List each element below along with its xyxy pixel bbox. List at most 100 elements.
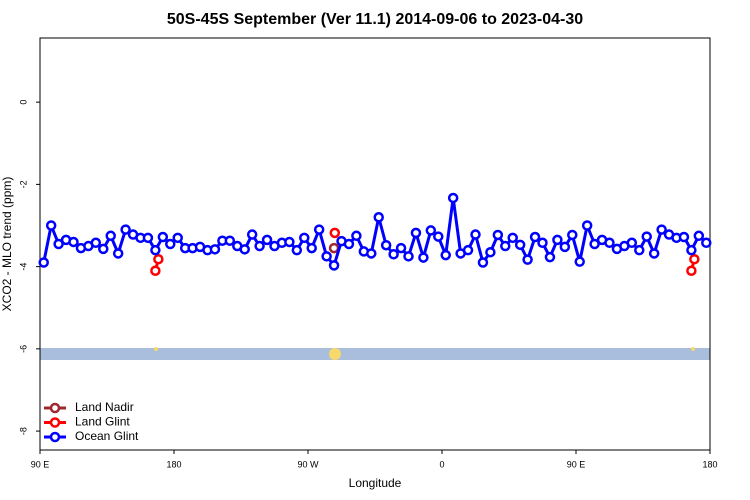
point [604, 237, 615, 249]
point [559, 241, 571, 253]
point [90, 237, 102, 249]
point [313, 224, 325, 235]
point [395, 242, 407, 254]
legend-marker [49, 417, 61, 428]
point [425, 225, 437, 236]
y-axis-label: XCO2 - MLO trend (ppm) [0, 177, 14, 312]
point [403, 251, 414, 262]
point [514, 239, 526, 251]
x-tick-label: 90 E [31, 459, 50, 469]
land-spot [691, 347, 695, 351]
point [142, 232, 154, 244]
point [284, 236, 295, 248]
y-tick-label: 0 [18, 100, 28, 105]
point [537, 237, 548, 249]
y-tick-label: -8 [18, 427, 28, 435]
point [351, 230, 362, 242]
point [641, 231, 652, 242]
point [239, 244, 250, 255]
x-tick-label: 90 E [567, 459, 586, 469]
point [380, 239, 392, 251]
legend-marker [49, 402, 61, 414]
point [581, 220, 593, 231]
point [656, 224, 667, 235]
point [157, 231, 169, 243]
point [68, 236, 79, 248]
point [329, 227, 341, 239]
point [321, 251, 332, 262]
y-tick-label: -4 [18, 263, 28, 271]
x-tick-label: 0 [439, 459, 444, 469]
land-spot [154, 347, 158, 351]
x-tick-label: 90 W [297, 459, 319, 469]
point [45, 220, 57, 231]
point [306, 242, 317, 254]
point [254, 240, 265, 252]
point [150, 244, 161, 256]
land-spot [329, 348, 341, 360]
point [410, 227, 422, 239]
point [150, 265, 161, 276]
map-strip [40, 348, 710, 360]
point [153, 253, 164, 265]
point [701, 237, 712, 249]
point [246, 229, 258, 240]
point [53, 238, 64, 250]
chart-title: 50S-45S September (Ver 11.1) 2014-09-06 … [167, 11, 583, 28]
point [686, 244, 697, 256]
point [693, 230, 705, 242]
point [626, 237, 638, 249]
point [574, 256, 585, 267]
point [477, 257, 489, 268]
point [388, 249, 399, 260]
point [470, 229, 481, 240]
point [440, 249, 451, 261]
point [366, 248, 377, 259]
point [589, 238, 600, 250]
point [492, 229, 504, 241]
point [689, 253, 700, 265]
point [172, 232, 183, 244]
point [373, 212, 384, 223]
point [507, 232, 518, 244]
point [447, 192, 459, 204]
legend-label: Ocean Glint [75, 429, 139, 443]
point [38, 257, 49, 268]
x-tick-label: 180 [702, 459, 717, 469]
point [552, 234, 563, 246]
point [328, 242, 340, 254]
point [343, 238, 355, 250]
point [686, 265, 697, 276]
legend-label: Land Glint [75, 415, 130, 429]
point [648, 248, 660, 259]
point [224, 235, 236, 246]
point [500, 240, 511, 252]
point [165, 238, 176, 250]
y-tick-label: -2 [18, 180, 28, 188]
point [485, 246, 496, 258]
legend-marker [49, 431, 61, 443]
x-axis-label: Longitude [349, 476, 402, 490]
point [98, 243, 109, 255]
y-tick-label: -6 [18, 345, 28, 353]
point [544, 251, 556, 263]
point [261, 234, 273, 246]
point [105, 230, 116, 242]
point [678, 231, 690, 243]
point [209, 244, 221, 255]
point [418, 252, 429, 263]
x-tick-label: 180 [166, 459, 181, 469]
point [567, 229, 578, 241]
point [462, 244, 474, 256]
point [328, 260, 340, 271]
point [634, 244, 645, 256]
point [529, 231, 541, 243]
point [112, 248, 124, 259]
point [291, 244, 303, 256]
point [299, 232, 310, 244]
point [433, 231, 444, 242]
point [522, 254, 533, 265]
legend-label: Land Nadir [75, 400, 134, 414]
point [120, 224, 131, 235]
